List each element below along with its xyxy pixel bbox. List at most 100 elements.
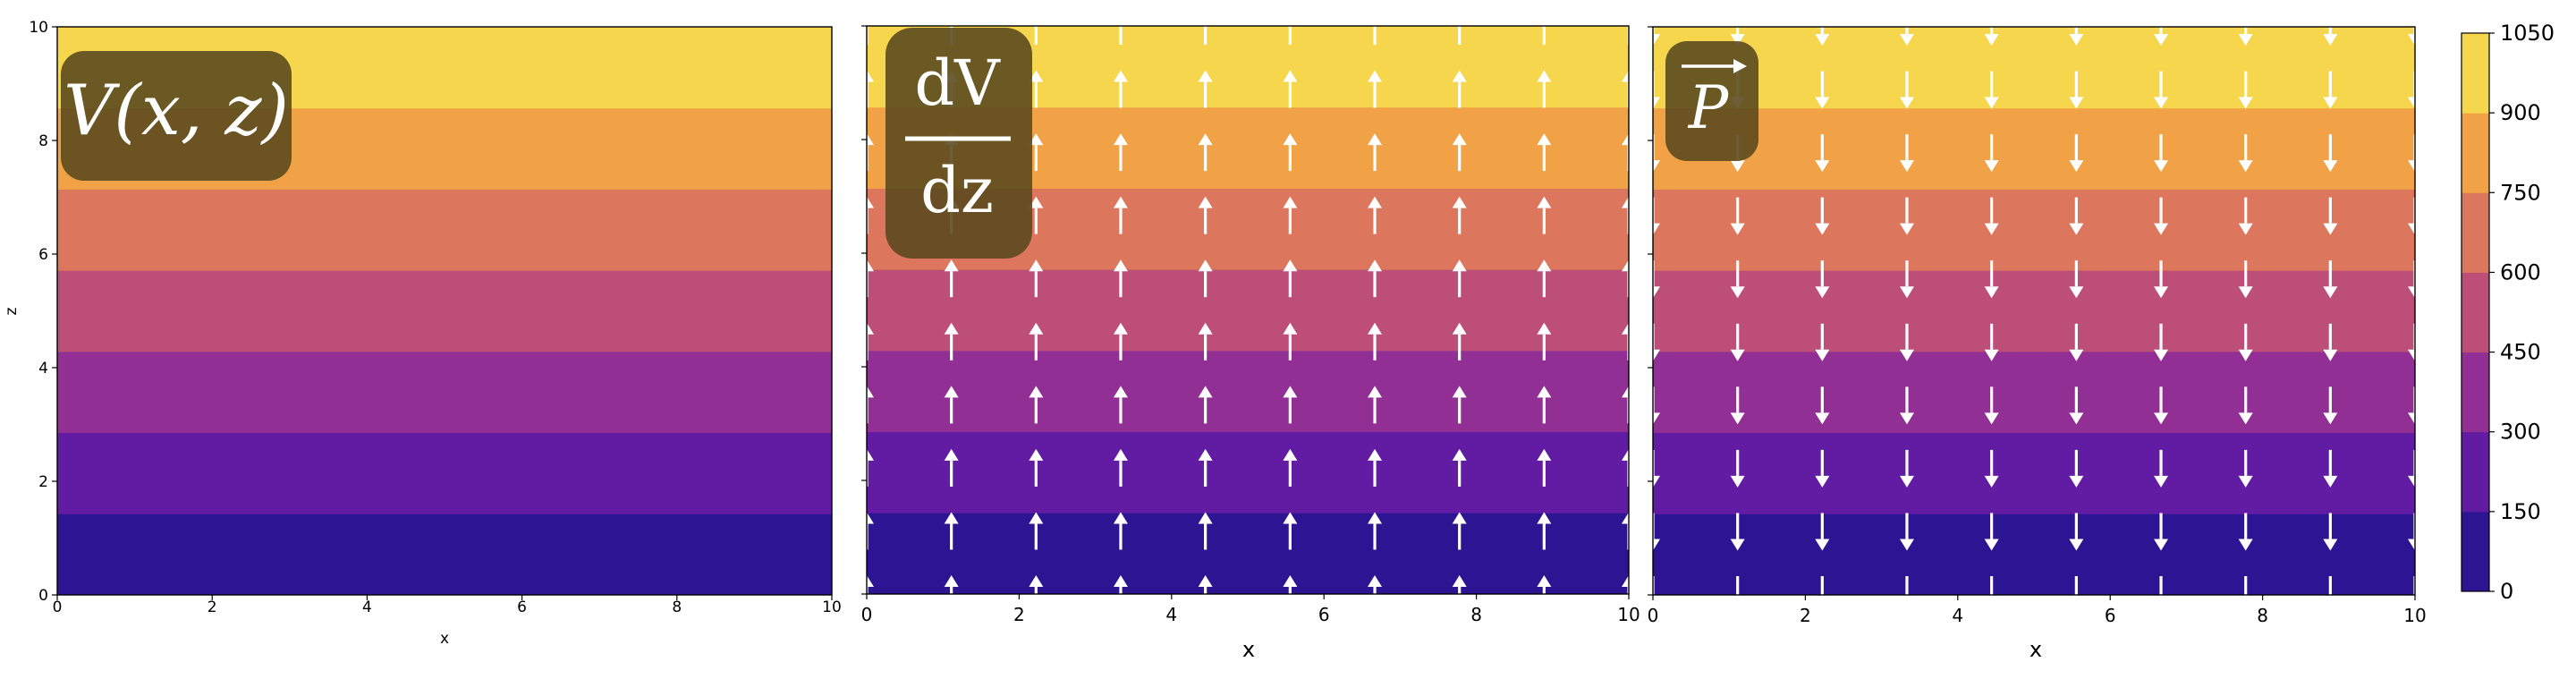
field-arrow-head: [1899, 223, 1914, 235]
field-arrow-head: [2323, 475, 2338, 488]
gradient-arrow-head: [1283, 448, 1298, 461]
field-arrow-head: [1899, 97, 1914, 109]
field-arrow-head: [2154, 160, 2169, 173]
field-arrow-head: [2238, 286, 2253, 299]
gradient-band-1: [867, 431, 1629, 514]
colorbar-band-4: [2462, 192, 2489, 273]
colorbar-band-0: [2462, 511, 2489, 592]
field-arrow-head: [1984, 349, 1999, 361]
gradient-overlay-denominator: dz: [920, 154, 994, 227]
field-xtick-label: 8: [2257, 605, 2268, 626]
gradient-arrow-head: [1452, 575, 1467, 587]
potential-ytick-label: 0: [38, 587, 48, 605]
potential-xtick-label: 2: [208, 598, 217, 616]
gradient-arrow-head: [1029, 512, 1044, 524]
potential-overlay-label: V(x, z): [64, 71, 289, 151]
potential-y-label: z: [3, 307, 21, 315]
gradient-overlay-badge: dV dz: [886, 28, 1032, 259]
gradient-x-ticks: 0 2 4 6 8 10: [861, 594, 1640, 625]
field-arrow-head: [2069, 475, 2084, 488]
gradient-contour-bands: [867, 26, 1629, 595]
potential-xtick-label: 10: [822, 598, 842, 616]
field-arrow-head: [1899, 602, 1914, 614]
field-arrow-head: [1730, 602, 1745, 614]
gradient-arrow-head: [1622, 7, 1636, 19]
field-arrow-head: [2154, 349, 2169, 361]
colorbar-tick-label: 0: [2500, 579, 2513, 604]
gradient-xtick-label: 10: [1617, 604, 1640, 625]
colorbar-tick-label: 600: [2500, 259, 2541, 284]
potential-overlay-badge: V(x, z): [61, 51, 292, 181]
field-arrow-head: [2323, 223, 2338, 235]
field-arrow-head: [1730, 412, 1745, 425]
gradient-arrow-head: [1029, 196, 1044, 208]
gradient-xtick-label: 2: [1013, 604, 1025, 625]
gradient-arrow-head: [1113, 575, 1128, 587]
gradient-arrow-head: [1283, 259, 1298, 272]
gradient-arrow-head: [1452, 448, 1467, 461]
field-arrow-head: [2238, 223, 2253, 235]
field-arrow-head: [1815, 602, 1830, 614]
field-arrow-head: [1815, 539, 1830, 551]
field-arrow-head: [1984, 286, 1999, 299]
field-arrow-head: [1984, 475, 1999, 488]
gradient-arrow-head: [1537, 512, 1552, 524]
gradient-arrow-head: [1283, 196, 1298, 208]
field-arrow-head: [1730, 475, 1745, 488]
gradient-arrow-head: [1368, 7, 1383, 19]
colorbar-tick-label: 900: [2500, 100, 2541, 125]
field-xtick-label: 10: [2403, 605, 2426, 626]
gradient-arrow-head: [1283, 386, 1298, 398]
gradient-arrow-head: [1029, 7, 1044, 19]
gradient-arrow-head: [1368, 259, 1383, 272]
gradient-arrow-head: [1198, 259, 1213, 272]
field-arrow-head: [2238, 349, 2253, 361]
field-arrow-head: [2408, 602, 2422, 614]
gradient-arrow-head: [1198, 196, 1213, 208]
potential-plot-frame: [56, 26, 833, 596]
gradient-arrow-head: [1029, 575, 1044, 587]
gradient-panel: 0 2 4 6 8 10 x dV dz: [860, 7, 1640, 662]
potential-badge-background: [61, 51, 292, 181]
field-arrow-head: [2323, 97, 2338, 109]
gradient-arrow-head: [1368, 133, 1383, 146]
colorbar-band-2: [2462, 352, 2489, 433]
gradient-arrow-head: [1452, 512, 1467, 524]
field-arrow-head: [1815, 412, 1830, 425]
gradient-arrow-head: [1537, 70, 1552, 82]
gradient-arrow-head: [1198, 322, 1213, 335]
gradient-arrow-head: [1537, 196, 1552, 208]
gradient-arrow-head: [1452, 259, 1467, 272]
potential-ytick-label: 10: [29, 19, 48, 37]
gradient-arrow-head: [1029, 448, 1044, 461]
gradient-arrow-head: [1198, 386, 1213, 398]
field-band-2: [1653, 351, 2415, 434]
gradient-arrow-head: [1537, 7, 1552, 19]
field-x-label: x: [2029, 637, 2042, 662]
colorbar: 0 150 300 450 600 750 900 1050: [2461, 21, 2555, 604]
field-arrow-head: [1984, 539, 1999, 551]
field-arrow-head: [2069, 286, 2084, 299]
field-band-1: [1653, 432, 2415, 514]
gradient-arrow-head: [1113, 70, 1128, 82]
field-arrow-head: [2238, 602, 2253, 614]
field-arrow-head: [1815, 34, 1830, 46]
field-panel: 0 2 4 6 8 10 x P: [1646, 8, 2427, 662]
gradient-arrow-head: [1198, 70, 1213, 82]
field-arrow-head: [1899, 286, 1914, 299]
colorbar-ticks: 0 150 300 450 600 750 900 1050: [2489, 21, 2555, 604]
colorbar-band-1: [2462, 431, 2489, 513]
field-arrow-head: [2238, 412, 2253, 425]
gradient-arrow-head: [1452, 70, 1467, 82]
gradient-arrow-head: [1113, 448, 1128, 461]
potential-ytick-label: 4: [38, 360, 48, 378]
gradient-arrow-head: [944, 386, 959, 398]
field-band-3: [1653, 270, 2415, 352]
gradient-arrow-head: [944, 259, 959, 272]
field-x-ticks: 0 2 4 6 8 10: [1648, 595, 2427, 626]
field-arrow-head: [1730, 349, 1745, 361]
field-arrow-head: [1984, 97, 1999, 109]
gradient-arrow-head: [1537, 448, 1552, 461]
gradient-arrow-head: [1537, 322, 1552, 335]
colorbar-bands: [2462, 33, 2489, 592]
